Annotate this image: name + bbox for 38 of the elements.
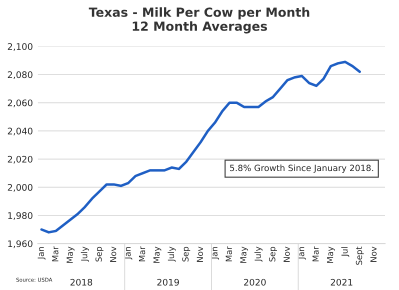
text: 2020 xyxy=(244,278,266,286)
x-tick-label: Nov xyxy=(110,246,116,262)
x-tick-label: Sep xyxy=(182,246,190,262)
x-tick-label: Mar xyxy=(138,246,146,262)
y-tick-label: 2,000 xyxy=(8,184,32,192)
y-tick-label: 2,040 xyxy=(8,128,32,136)
x-tick-label: Nov xyxy=(196,246,204,262)
y-tick-label: 1,980 xyxy=(8,212,32,220)
text: 2019 xyxy=(157,278,179,286)
x-tick-label: Sept xyxy=(356,246,364,265)
x-tick-label: Jul xyxy=(341,247,350,257)
x-tick-label: Mar xyxy=(226,246,232,262)
x-tick-label: Nov xyxy=(284,246,290,262)
y-tick-label: 2,020 xyxy=(8,156,32,164)
x-tick-label: May xyxy=(327,246,335,263)
x-tick-label: Sep xyxy=(269,246,277,262)
x-tick-label: Mar xyxy=(52,246,58,262)
x-tick-label: Jan xyxy=(211,247,220,260)
chart-title: Texas - Milk Per Cow per Month 12 Month Averages xyxy=(88,7,310,34)
x-tick-label: July xyxy=(80,246,89,262)
x-tick-label: May xyxy=(66,246,74,263)
x-tick-label: July xyxy=(168,246,176,262)
x-tick-label: Jan xyxy=(124,247,132,260)
x-tick-label: Jan xyxy=(38,247,46,260)
x-tick-label: Jan xyxy=(298,247,306,260)
x-tick-label: July xyxy=(254,246,263,262)
x-tick-label: Sep xyxy=(95,246,104,262)
text: 2018 xyxy=(70,278,92,286)
y-tick-label: 2,100 xyxy=(8,43,32,51)
text: 2021 xyxy=(330,278,352,286)
x-tick-label: May xyxy=(153,246,162,263)
x-tick-label: May xyxy=(240,246,248,263)
y-tick-label: 2,060 xyxy=(8,99,32,108)
y-tick-label: 2,080 xyxy=(8,71,32,80)
annotation: 5.8% Growth Since January 2018. xyxy=(230,164,374,173)
y-tick-label: 1,960 xyxy=(8,240,32,248)
x-tick-label: Nov xyxy=(370,246,377,262)
x-tick-label: Mar xyxy=(312,246,319,262)
